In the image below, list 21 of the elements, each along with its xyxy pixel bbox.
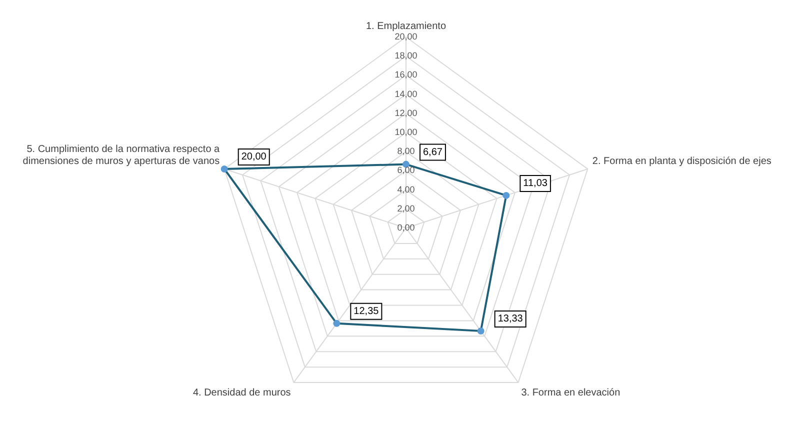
y-tick-label: 18,00	[394, 50, 418, 61]
y-tick-label: 16,00	[394, 70, 418, 80]
y-tick-label: 10,00	[394, 126, 418, 137]
y-tick-label: 20,00	[394, 31, 418, 42]
data-label: 6,67	[422, 147, 443, 158]
data-label: 12,35	[354, 306, 380, 318]
data-label: 13,33	[498, 314, 524, 325]
spoke-label: 5. Cumplimiento de la normativa respecto a dimensiones de muros y aperturas de vanos	[22, 144, 220, 168]
spoke-label: 1. Emplazamiento	[366, 20, 446, 32]
data-label: 20,00	[241, 152, 267, 163]
y-tick-label: 14,00	[394, 88, 418, 99]
y-tick-label: 0,00	[397, 222, 415, 232]
spoke-label: 4. Densidad de muros	[192, 387, 291, 398]
data-label: 11,03	[523, 178, 548, 190]
y-tick-label: 6,00	[397, 165, 415, 176]
y-tick-label: 4,00	[397, 184, 415, 194]
y-tick-label: 8,00	[397, 146, 415, 156]
y-tick-label: 2,00	[397, 203, 415, 214]
spoke-label: 2. Forma en planta y disposición de ejes	[592, 156, 772, 168]
spoke-label: 3. Forma en elevación	[521, 387, 620, 398]
y-tick-label: 12,00	[394, 108, 418, 118]
